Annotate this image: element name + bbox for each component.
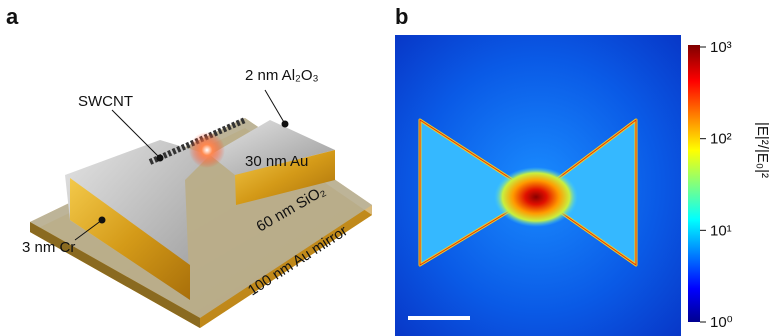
- annotation: 30 nm Au: [245, 153, 308, 170]
- tick-label: 10³: [710, 39, 732, 56]
- panel-label: a: [6, 4, 19, 29]
- annotation: SWCNT: [78, 93, 133, 110]
- colorbar-label: |E|²/|E₀|²: [754, 122, 771, 178]
- device-illustration: [30, 117, 372, 328]
- panel-label: b: [395, 4, 408, 29]
- leader-lines: [74, 89, 289, 241]
- tick-label: 10¹: [710, 222, 732, 239]
- field-map: [395, 35, 681, 336]
- annotation: 2 nm Al₂O₃: [245, 67, 319, 84]
- tick-label: 10⁰: [710, 314, 733, 331]
- colorbar: [688, 45, 700, 322]
- tick-label: 10²: [710, 131, 732, 148]
- annotation: 3 nm Cr: [22, 239, 75, 256]
